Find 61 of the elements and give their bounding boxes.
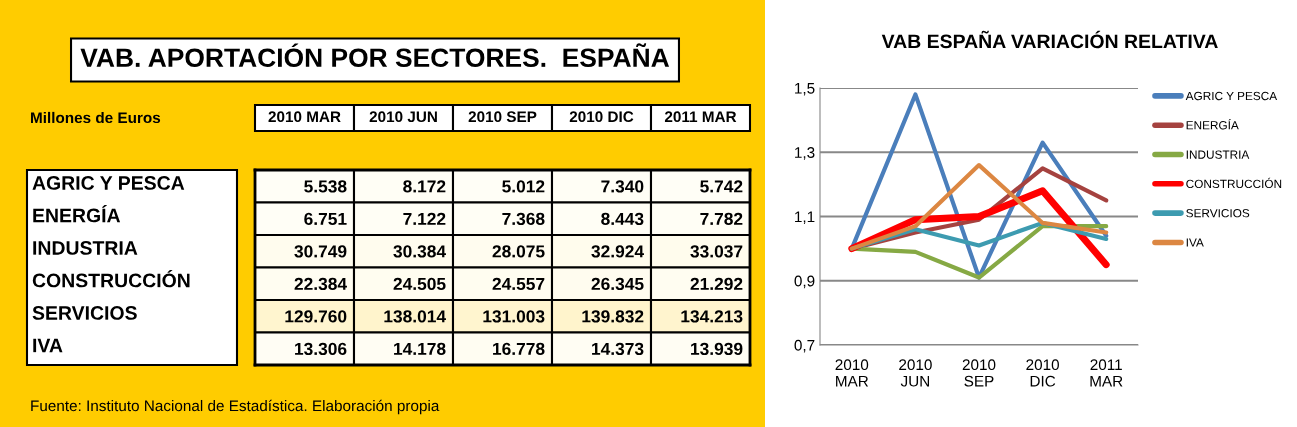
data-label: 5.742: [700, 180, 743, 193]
data-label: 24.557: [492, 277, 545, 291]
y-tick-label: CONSTRUCCIÓN: [32, 269, 190, 288]
data-label: 134.213: [681, 310, 743, 323]
x-tick-label: 2010 JUN: [899, 359, 932, 387]
x-tick-label: 2010 SEP: [468, 111, 537, 123]
text: Millones de Euros: [31, 111, 161, 124]
data-label: 7.368: [502, 212, 545, 226]
x-tick-label: 2011 MAR: [1090, 359, 1123, 387]
y-tick-label: IVA: [33, 338, 63, 353]
source-note: Fuente: Instituto Nacional de Estadística. Elaboración propia: [31, 399, 440, 415]
data-label: 139.832: [582, 310, 644, 323]
data-label: 131.003: [483, 310, 545, 323]
legend-label: CONSTRUCCIÓN: [1186, 177, 1282, 189]
data-label: 6.751: [304, 212, 347, 226]
legend-label: SERVICIOS: [1186, 209, 1250, 218]
data-label: 13.939: [691, 342, 743, 356]
x-tick-label: 2010 DIC: [1026, 359, 1059, 387]
x-tick-label: 2010 MAR: [268, 111, 341, 123]
data-label: 129.760: [285, 310, 347, 323]
y-tick-label: SERVICIOS: [32, 306, 137, 320]
data-label: 14.178: [394, 342, 446, 356]
data-label: 13.306: [295, 342, 347, 356]
legend-label: ENERGÍA: [1186, 119, 1239, 130]
x-tick-label: 2010 SEP: [962, 359, 996, 387]
chart-title: VAB ESPAÑA VARIACIÓN RELATIVA: [881, 30, 1218, 49]
data-label: 30.384: [393, 245, 446, 258]
data-label: 14.373: [592, 342, 644, 356]
x-tick-label: 2010 MAR: [835, 359, 869, 387]
x-tick-label: 2011 MAR: [664, 111, 737, 123]
data-label: 32.924: [591, 245, 644, 258]
data-label: 8.172: [403, 180, 446, 193]
legend-label: AGRIC Y PESCA: [1185, 91, 1278, 101]
data-label: 21.292: [690, 277, 743, 291]
data-label: 24.505: [393, 277, 446, 291]
data-label: 7.340: [601, 180, 644, 193]
y-tick-label: AGRIC Y PESCA: [32, 176, 185, 190]
data-label: 7.782: [700, 212, 743, 226]
data-label: 138.014: [384, 310, 446, 323]
y-tick-label: 1,1: [795, 211, 815, 224]
y-tick-label: 0,7: [794, 339, 815, 353]
data-label: 8.443: [601, 212, 644, 226]
x-tick-label: 2010 DIC: [569, 111, 634, 123]
y-tick-label: INDUSTRIA: [33, 241, 138, 255]
data-label: 7.122: [403, 212, 446, 225]
data-label: 33.037: [690, 245, 743, 258]
data-label: 28.075: [492, 245, 545, 258]
y-tick-label: ENERGÍA: [33, 204, 121, 223]
data-label: 26.345: [591, 277, 644, 291]
data-label: 16.778: [493, 342, 545, 356]
y-tick-label: 1,5: [795, 83, 815, 96]
legend-label: IVA: [1186, 238, 1204, 247]
x-tick-label: 2010 JUN: [369, 111, 437, 123]
chart-title: VAB. APORTACIÓN POR SECTORES. ESPAÑA: [80, 43, 670, 68]
y-tick-label: 1,3: [795, 147, 815, 160]
data-label: 22.384: [294, 277, 347, 291]
y-tick-label: 0,9: [794, 275, 815, 289]
data-label: 5.012: [502, 180, 545, 193]
legend-label: INDUSTRIA: [1186, 150, 1250, 159]
data-label: 30.749: [294, 245, 347, 258]
data-label: 5.538: [304, 180, 347, 193]
